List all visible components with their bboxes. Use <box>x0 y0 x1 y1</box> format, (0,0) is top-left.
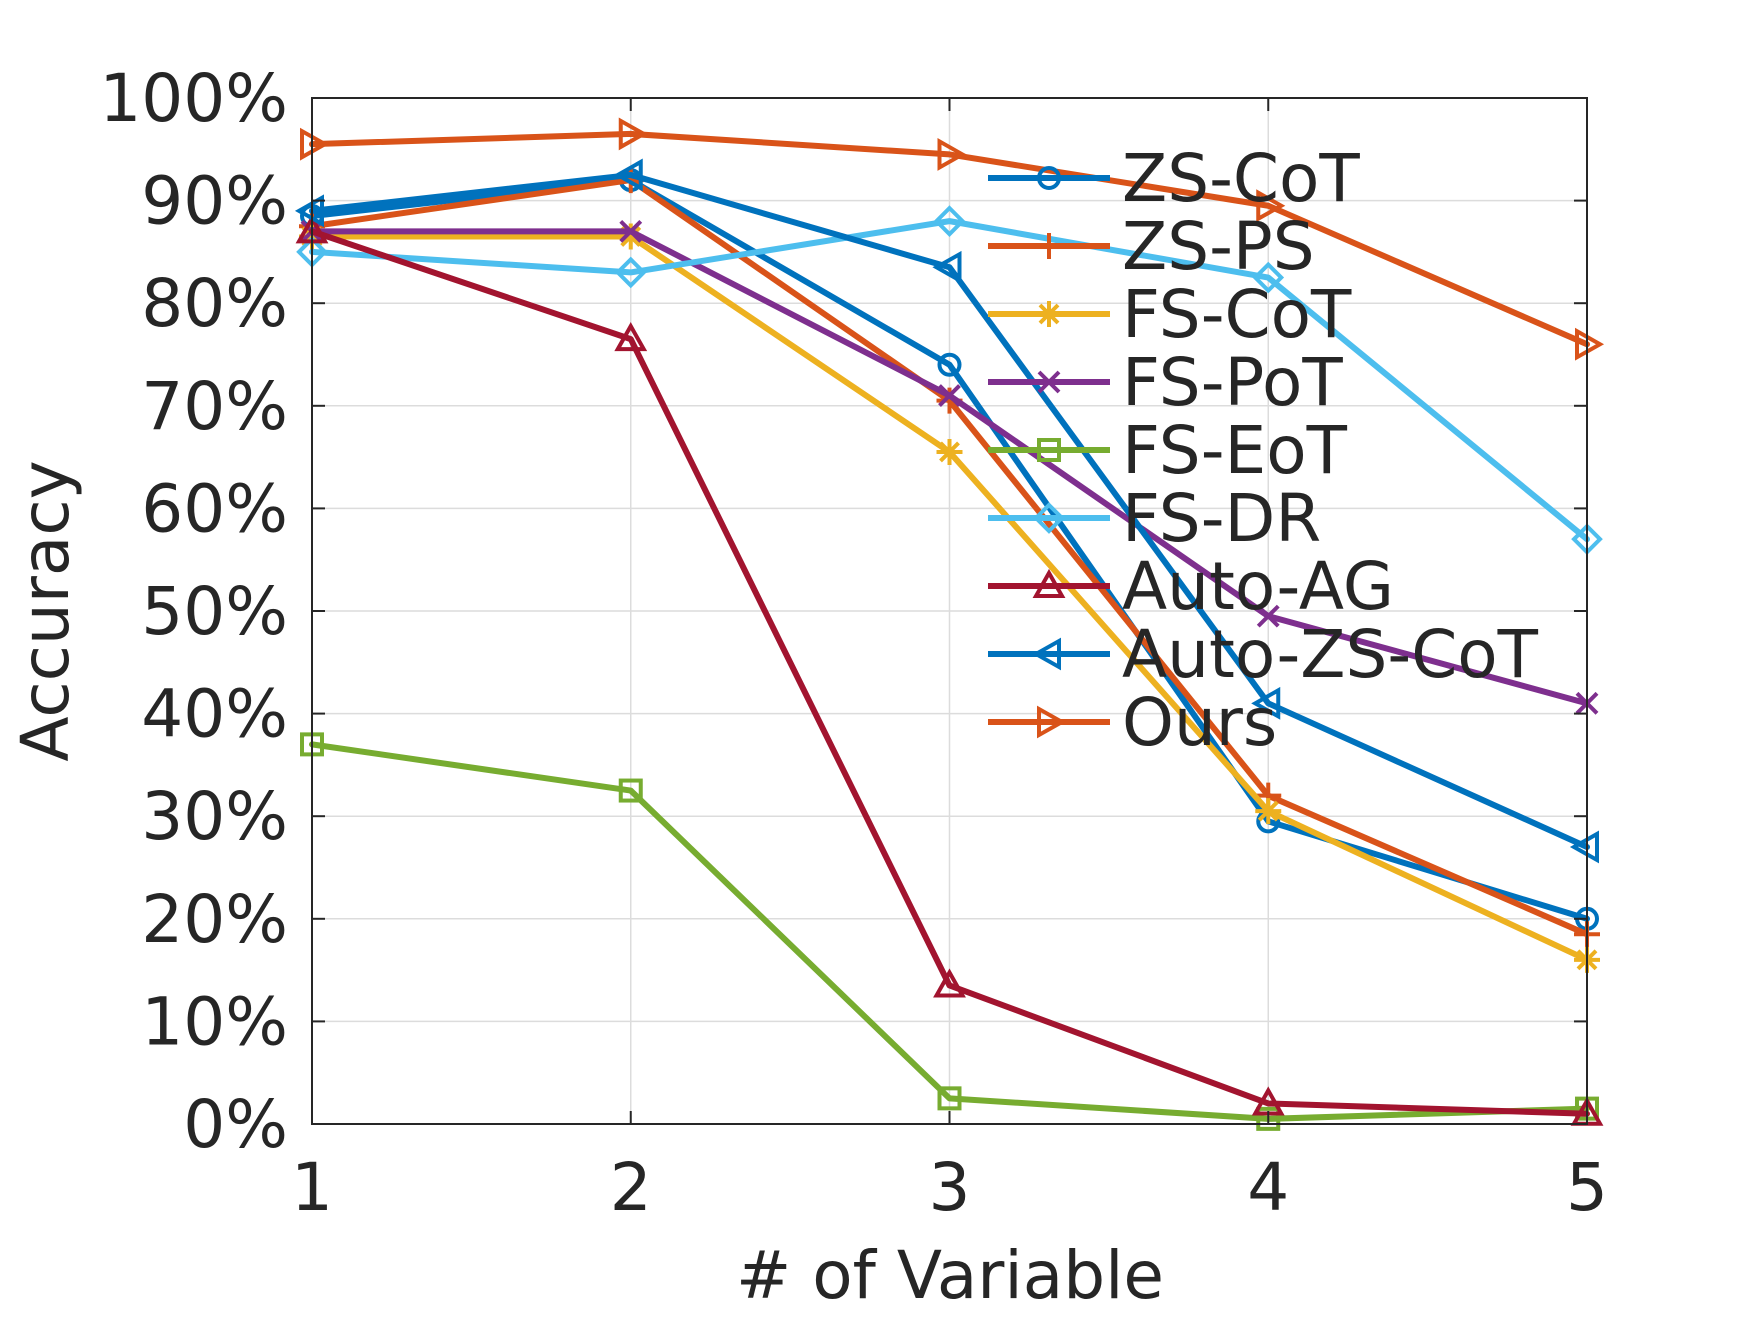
y-tick-label: 100% <box>99 60 288 137</box>
legend-item-zs-ps: ZS-PS <box>988 208 1315 285</box>
series-auto-ag <box>295 214 1604 1126</box>
y-axis-title: Accuracy <box>7 460 84 761</box>
legend-label: Auto-ZS-CoT <box>1122 616 1539 693</box>
x-tick-label: 2 <box>610 1149 652 1226</box>
legend-item-ours: Ours <box>988 684 1277 761</box>
x-tick-label: 1 <box>291 1149 333 1226</box>
legend-label: ZS-CoT <box>1122 140 1360 217</box>
data-point-ours <box>937 138 967 171</box>
data-point-fs-dr <box>1252 261 1285 294</box>
y-tick-label: 20% <box>141 881 288 958</box>
y-tick-label: 90% <box>141 163 288 240</box>
legend-item-fs-eot: FS-EoT <box>988 412 1348 489</box>
y-tick-label: 70% <box>141 368 288 445</box>
x-axis-title: # of Variable <box>736 1237 1164 1312</box>
legend-marker <box>1032 568 1066 598</box>
data-point-ours <box>618 117 648 151</box>
series-fs-eot <box>300 732 1599 1131</box>
legend-item-fs-dr: FS-DR <box>988 480 1321 557</box>
legend: ZS-CoTZS-PSFS-CoTFS-PoTFS-EoTFS-DRAuto-A… <box>988 140 1539 761</box>
series-line-auto-zs-cot <box>309 171 1590 850</box>
data-point-fs-eot <box>618 778 643 803</box>
data-point-auto-ag <box>614 322 648 352</box>
data-point-auto-zs-cot <box>613 158 643 192</box>
data-point-ours <box>1256 189 1286 223</box>
y-tick-label: 60% <box>141 470 288 547</box>
data-point-auto-ag <box>933 968 966 998</box>
data-point-auto-zs-cot <box>1251 686 1281 720</box>
legend-item-auto-zs-cot: Auto-ZS-CoT <box>988 616 1539 693</box>
data-point-fs-cot <box>617 223 644 250</box>
series-auto-zs-cot <box>294 158 1599 864</box>
y-tick-label: 10% <box>141 983 288 1060</box>
data-point-fs-cot <box>936 438 963 465</box>
legend-marker <box>1036 301 1062 327</box>
series-line-auto-ag <box>309 228 1590 1117</box>
series-layer <box>294 117 1605 1131</box>
data-point-auto-zs-cot <box>294 194 324 228</box>
tick-layer: 0% 10% 20% 30% 40% 50% 60% 70% 80% 90% 100% 1 2 3 4 5 <box>99 60 1608 1226</box>
data-point-fs-dr <box>614 256 647 289</box>
legend-label: ZS-PS <box>1122 208 1315 285</box>
x-tick-label: 5 <box>1566 1149 1608 1226</box>
legend-label: FS-DR <box>1122 480 1321 557</box>
x-tick-label: 3 <box>929 1149 971 1226</box>
y-tick-label: 80% <box>141 265 288 342</box>
legend-item-zs-cot: ZS-CoT <box>988 140 1360 217</box>
data-point-fs-pot <box>619 219 643 243</box>
legend-label: FS-EoT <box>1122 412 1348 489</box>
x-tick-label: 4 <box>1247 1149 1289 1226</box>
legend-marker <box>1037 166 1061 190</box>
legend-marker <box>1033 502 1065 534</box>
series-line-fs-dr <box>309 218 1590 543</box>
series-line-zs-cot <box>309 177 1590 922</box>
legend-item-fs-pot: FS-PoT <box>988 344 1343 421</box>
legend-label: FS-PoT <box>1122 344 1343 421</box>
legend-label: Auto-AG <box>1122 548 1394 625</box>
data-point-auto-zs-cot <box>932 250 962 284</box>
data-point-auto-zs-cot <box>1569 830 1599 864</box>
legend-label: Ours <box>1122 684 1277 761</box>
data-point-fs-cot <box>1255 798 1282 825</box>
legend-marker <box>1036 233 1062 259</box>
series-line-fs-eot <box>309 741 1590 1122</box>
data-point-zs-cot <box>937 352 962 377</box>
y-tick-label: 40% <box>141 676 288 753</box>
data-point-fs-eot <box>937 1086 962 1111</box>
series-ours <box>300 117 1605 361</box>
legend-marker <box>1037 438 1061 462</box>
legend-item-fs-cot: FS-CoT <box>988 276 1352 353</box>
data-point-fs-pot <box>938 384 961 407</box>
legend-marker <box>1031 637 1061 671</box>
y-tick-label: 0% <box>183 1086 288 1163</box>
series-fs-dr <box>296 205 1603 556</box>
legend-item-auto-ag: Auto-AG <box>988 548 1394 625</box>
y-tick-label: 30% <box>141 778 288 855</box>
y-tick-label: 50% <box>141 573 288 650</box>
series-line-ours <box>309 130 1590 348</box>
legend-marker <box>1037 705 1067 739</box>
legend-marker <box>1037 370 1061 394</box>
data-point-ours <box>1575 327 1605 361</box>
data-point-ours <box>300 127 330 161</box>
legend-label: FS-CoT <box>1122 276 1352 353</box>
data-point-fs-pot <box>1256 604 1280 628</box>
data-point-fs-eot <box>1256 1106 1281 1131</box>
data-point-fs-dr <box>933 205 966 237</box>
